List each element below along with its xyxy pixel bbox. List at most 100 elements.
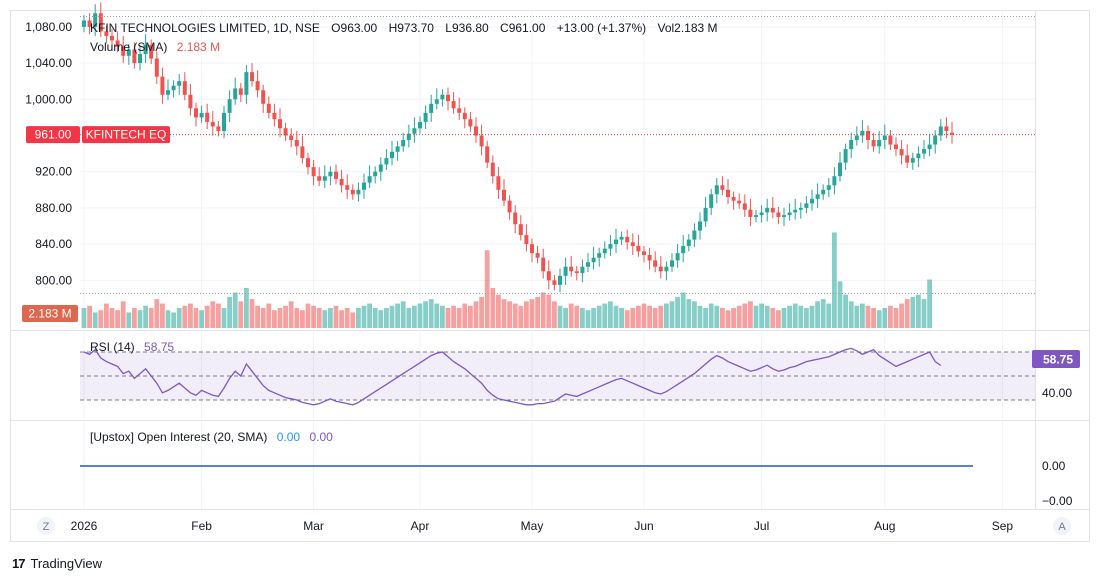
candle-body xyxy=(283,128,288,136)
volume-bar xyxy=(104,303,109,328)
candle-body xyxy=(289,135,294,141)
candle-body xyxy=(866,130,870,141)
time-tick-label: Apr xyxy=(411,519,430,533)
legend-open-value: 963.00 xyxy=(341,21,378,35)
candle-body xyxy=(826,185,831,190)
volume-bar xyxy=(496,294,501,328)
volume-bar xyxy=(748,301,753,328)
volume-bar xyxy=(815,301,820,328)
volume-bar xyxy=(753,305,759,328)
candle-body xyxy=(418,121,422,129)
candle-body xyxy=(490,162,495,177)
candle-body xyxy=(569,266,574,272)
legend-high-value: 973.70 xyxy=(397,21,434,35)
oi-value-2: 0.00 xyxy=(309,430,333,444)
candle-body xyxy=(793,209,798,213)
volume-bar xyxy=(316,308,322,328)
candle-body xyxy=(642,251,646,255)
candle-body xyxy=(877,140,882,147)
candle-body xyxy=(300,146,305,159)
candle-body xyxy=(507,200,512,213)
candle-body xyxy=(261,90,266,104)
volume-bar xyxy=(692,301,697,328)
volume-bar xyxy=(904,299,910,328)
volume-sma-value: 2.183 M xyxy=(177,40,220,54)
ticker-badge-box xyxy=(82,126,170,144)
candle-body xyxy=(384,158,389,165)
candle-body xyxy=(563,266,568,276)
legend-low-label: L xyxy=(445,21,452,35)
candle-body xyxy=(294,140,299,147)
volume-bar xyxy=(277,308,283,328)
volume-bar xyxy=(804,308,809,328)
candle-body xyxy=(132,49,137,64)
candle-body xyxy=(160,76,165,95)
candle-body xyxy=(804,203,809,208)
volume-bar xyxy=(524,301,529,328)
volume-bar xyxy=(703,308,708,328)
scroll-left-button[interactable] xyxy=(37,517,55,535)
candle-body xyxy=(451,101,456,109)
candle-body xyxy=(390,151,394,159)
candle-body xyxy=(597,253,602,258)
candle-body xyxy=(636,245,641,252)
volume-bar xyxy=(921,299,927,328)
volume-bar xyxy=(389,305,395,328)
volume-bar xyxy=(776,310,781,328)
candle-body xyxy=(726,189,730,198)
candle-body xyxy=(552,280,557,285)
candle-body xyxy=(703,207,708,222)
time-tick-label: Feb xyxy=(191,519,212,533)
volume-bar xyxy=(154,299,160,328)
candle-body xyxy=(950,132,954,135)
legend-change: +13.00 (+1.37%) xyxy=(557,21,646,35)
candle-body xyxy=(82,20,86,27)
candle-body xyxy=(322,176,327,181)
candle-body xyxy=(462,112,467,120)
volume-bar xyxy=(260,308,266,328)
candle-body xyxy=(182,81,187,95)
volume-bar xyxy=(630,308,636,328)
volume-bar xyxy=(764,305,770,328)
candle-body xyxy=(832,176,837,186)
volume-sma-legend[interactable]: Volume (SMA) 2.183 M xyxy=(90,40,220,54)
candle-body xyxy=(625,236,630,243)
volume-bar xyxy=(400,301,406,328)
rsi-legend[interactable]: RSI (14) 58.75 xyxy=(90,340,174,354)
time-axis[interactable]: 2026 Feb Mar Apr May Jun Jul Aug Sep xyxy=(71,519,1014,533)
candle-body xyxy=(171,85,176,91)
price-axis[interactable]: 1,080.00 1,040.00 1,000.00 920.00 880.00 840.… xyxy=(25,20,72,287)
volume-bar xyxy=(311,305,316,328)
volume-bar xyxy=(367,303,372,328)
volume-bar xyxy=(445,308,451,328)
candle-body xyxy=(479,135,484,147)
volume-bar xyxy=(473,301,479,328)
legend-symbol-line: KFIN TECHNOLOGIES LIMITED, 1D, NSE O963.… xyxy=(90,21,718,35)
candle-body xyxy=(692,230,697,240)
candle-body xyxy=(104,31,109,36)
candle-body xyxy=(154,58,159,77)
candle-body xyxy=(608,244,613,249)
candle-body xyxy=(216,126,221,131)
candle-body xyxy=(591,257,596,263)
price-tick-label: 880.00 xyxy=(35,201,72,215)
oi-legend[interactable]: [Upstox] Open Interest (20, SMA) 0.00 0.… xyxy=(90,430,333,444)
volume-bar xyxy=(395,303,400,328)
candle-body xyxy=(121,46,126,56)
volume-bar xyxy=(568,303,574,328)
rsi-value: 58.75 xyxy=(144,340,174,354)
candle-body xyxy=(754,215,758,217)
candle-body xyxy=(188,94,193,109)
candle-body xyxy=(821,189,826,195)
volume-bar xyxy=(731,308,736,328)
volume-bar xyxy=(832,232,837,328)
candle-body xyxy=(586,262,590,267)
auto-scale-button[interactable] xyxy=(1053,517,1071,535)
price-tick-label: 800.00 xyxy=(35,273,72,287)
volume-bar xyxy=(854,305,860,328)
volume-bar xyxy=(720,308,725,328)
volume-bar xyxy=(339,310,344,328)
volume-bar xyxy=(546,294,552,328)
